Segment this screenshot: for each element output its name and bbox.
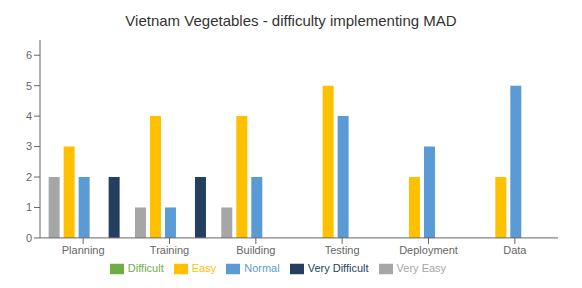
svg-text:6: 6 xyxy=(26,49,32,61)
svg-text:Training: Training xyxy=(150,244,189,256)
html-text:Vietnam Vegetables - difficult: Vietnam Vegetables - difficulty implemen… xyxy=(125,12,457,29)
svg-text:2: 2 xyxy=(26,171,32,183)
html-text:Easy: Easy xyxy=(191,261,217,274)
html-text:Very Difficult: Very Difficult xyxy=(307,261,369,274)
svg-text:Data: Data xyxy=(503,244,527,256)
html-text:Difficult: Difficult xyxy=(127,261,164,274)
svg-text:Testing: Testing xyxy=(325,244,360,256)
html-text:Normal: Normal xyxy=(244,261,280,274)
svg-text:3: 3 xyxy=(26,140,32,152)
html-text:Very Easy: Very Easy xyxy=(396,261,447,274)
svg-text:0: 0 xyxy=(26,232,32,244)
svg-text:Deployment: Deployment xyxy=(399,244,458,256)
svg-text:1: 1 xyxy=(26,201,32,213)
svg-text:4: 4 xyxy=(26,110,32,122)
svg-text:Building: Building xyxy=(236,244,275,256)
svg-text:5: 5 xyxy=(26,80,32,92)
svg-text:Planning: Planning xyxy=(62,244,105,256)
